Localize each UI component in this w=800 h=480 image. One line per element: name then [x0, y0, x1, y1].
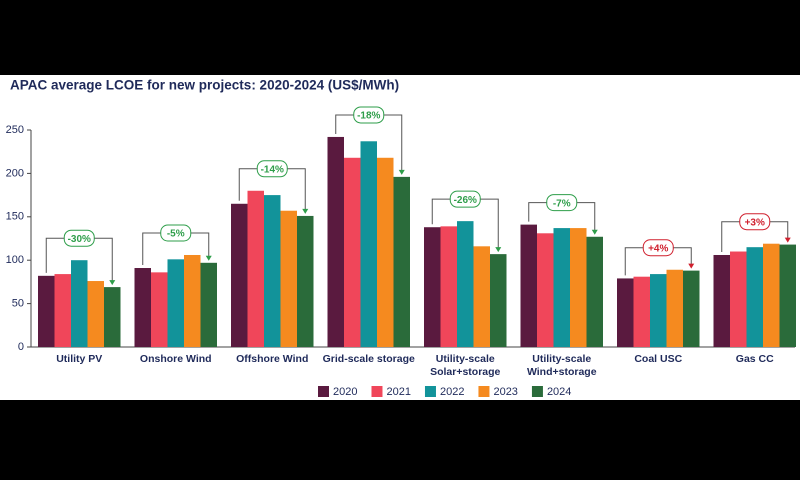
bar — [424, 227, 441, 347]
bar — [440, 226, 457, 347]
bar — [617, 278, 634, 347]
annotation-box — [546, 194, 578, 212]
annotation-arrow — [205, 255, 212, 261]
annotation-box — [63, 229, 95, 247]
annotation: +3% — [745, 217, 765, 228]
x-tick-label: Offshore Wind — [236, 353, 308, 365]
bar — [570, 228, 587, 347]
bar — [473, 246, 490, 347]
bar — [713, 254, 730, 347]
annotation-arrow — [109, 280, 116, 286]
bar — [184, 254, 201, 347]
legend-swatch — [531, 386, 543, 397]
x-tick-label: Utility PV — [56, 353, 102, 365]
y-tick-label: 50 — [12, 298, 24, 310]
y-tick-label: 100 — [6, 254, 24, 266]
bar — [633, 276, 650, 347]
legend-label: 2020 — [333, 386, 357, 398]
legend-swatch — [478, 386, 490, 397]
bar — [151, 272, 168, 347]
annotation: -18% — [357, 111, 380, 122]
bar — [264, 195, 281, 347]
bar — [327, 136, 344, 347]
annotation-arrow — [495, 247, 502, 253]
y-tick-label: 250 — [6, 124, 24, 136]
y-tick-label: 200 — [6, 167, 24, 179]
bar — [393, 176, 410, 347]
bar — [247, 190, 264, 347]
bar — [104, 287, 121, 347]
annotation-box — [353, 106, 385, 124]
annotation-arrow — [591, 229, 598, 235]
bar — [490, 254, 507, 347]
bar — [520, 224, 537, 347]
legend-label: 2023 — [493, 386, 517, 398]
annotation: -7% — [553, 198, 571, 209]
bar — [779, 244, 796, 347]
bar — [54, 274, 71, 347]
annotation-box — [449, 190, 481, 208]
bar — [297, 215, 314, 347]
bar — [730, 251, 747, 347]
annotation: -14% — [261, 164, 284, 175]
x-tick-label: Coal USC — [634, 353, 682, 365]
bar — [537, 233, 554, 347]
annotation-arrow — [302, 208, 309, 214]
bar — [280, 210, 297, 347]
bar — [38, 275, 55, 347]
legend-label: 2022 — [440, 386, 464, 398]
legend-swatch — [318, 386, 329, 397]
annotation: -5% — [167, 229, 185, 240]
bar — [746, 247, 763, 347]
annotation-box — [642, 239, 674, 257]
annotation-box — [160, 224, 192, 242]
bar — [650, 274, 667, 347]
annotation-arrow — [398, 169, 405, 175]
bar — [763, 243, 780, 347]
x-tick-label: Onshore Wind — [140, 353, 212, 365]
bar — [683, 270, 700, 347]
bar — [200, 262, 217, 347]
bar — [360, 141, 377, 347]
annotation-box — [256, 160, 288, 178]
legend-label: 2024 — [547, 386, 571, 398]
bar — [71, 260, 88, 347]
x-tick-label: Utility-scale Wind+storage — [527, 353, 597, 378]
annotation: -30% — [68, 234, 91, 245]
y-tick-label: 0 — [18, 341, 24, 353]
bar — [666, 269, 683, 347]
chart-title: APAC average LCOE for new projects: 2020… — [10, 78, 399, 93]
bar — [586, 236, 603, 347]
annotation-box — [739, 213, 771, 231]
legend-swatch — [424, 386, 436, 397]
bar — [167, 259, 184, 347]
bar — [134, 268, 151, 347]
x-tick-label: Utility-scale Solar+storage — [430, 353, 500, 378]
bar — [553, 228, 570, 347]
bar — [231, 203, 248, 347]
x-tick-label: Grid-scale storage — [323, 353, 415, 365]
annotation-arrow — [688, 263, 695, 269]
annotation: +4% — [648, 243, 668, 254]
annotation: -26% — [454, 195, 477, 206]
bar — [87, 281, 104, 347]
legend-label: 2021 — [386, 386, 410, 398]
y-tick-label: 150 — [6, 211, 24, 223]
x-tick-label: Gas CC — [736, 353, 774, 365]
bar — [377, 157, 394, 347]
annotation-arrow — [784, 237, 791, 243]
bar — [457, 221, 474, 347]
bar — [344, 157, 361, 347]
legend-swatch — [371, 386, 383, 397]
